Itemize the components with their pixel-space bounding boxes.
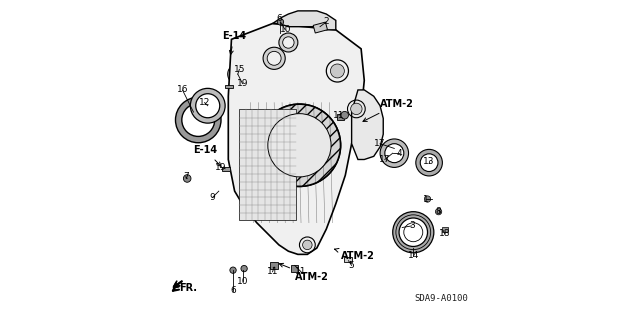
Circle shape xyxy=(416,149,442,176)
Circle shape xyxy=(268,114,331,177)
Circle shape xyxy=(420,154,438,172)
Text: 13: 13 xyxy=(423,157,435,166)
Text: E-14: E-14 xyxy=(222,31,246,55)
Circle shape xyxy=(393,212,434,253)
Bar xyxy=(225,85,233,88)
Text: 19: 19 xyxy=(237,79,248,88)
Circle shape xyxy=(190,88,225,123)
Circle shape xyxy=(303,240,312,250)
Polygon shape xyxy=(273,11,336,30)
Text: 17: 17 xyxy=(374,139,386,148)
Text: 6: 6 xyxy=(276,14,282,23)
Circle shape xyxy=(259,104,340,186)
Text: 14: 14 xyxy=(408,251,419,260)
Text: 16: 16 xyxy=(177,85,188,94)
Circle shape xyxy=(341,111,348,119)
Circle shape xyxy=(380,139,408,167)
Bar xyxy=(291,265,298,272)
Circle shape xyxy=(279,33,298,52)
Text: SDA9-A0100: SDA9-A0100 xyxy=(415,294,468,303)
Text: 15: 15 xyxy=(234,65,245,74)
Polygon shape xyxy=(228,24,364,254)
Circle shape xyxy=(230,267,236,273)
Circle shape xyxy=(277,19,284,25)
Text: 3: 3 xyxy=(409,221,415,230)
Circle shape xyxy=(424,196,431,202)
Text: E-14: E-14 xyxy=(193,145,221,166)
Bar xyxy=(239,109,296,219)
Circle shape xyxy=(283,37,294,48)
Text: FR.: FR. xyxy=(179,283,197,293)
Text: 4: 4 xyxy=(396,149,402,158)
FancyArrowPatch shape xyxy=(174,281,182,288)
Circle shape xyxy=(267,51,281,65)
Bar xyxy=(313,22,328,33)
Bar xyxy=(270,262,278,269)
Circle shape xyxy=(241,265,247,272)
Text: 7: 7 xyxy=(183,172,189,182)
Text: 8: 8 xyxy=(436,207,442,216)
Text: 5: 5 xyxy=(349,261,355,270)
Text: 1: 1 xyxy=(423,195,429,204)
Text: ATM-2: ATM-2 xyxy=(279,263,328,282)
Circle shape xyxy=(184,175,191,182)
Text: 6: 6 xyxy=(230,286,236,295)
Text: 19: 19 xyxy=(214,163,226,172)
Circle shape xyxy=(263,47,285,69)
Text: 2: 2 xyxy=(323,18,329,26)
Text: 18: 18 xyxy=(439,229,451,238)
Text: 10: 10 xyxy=(280,25,291,34)
Circle shape xyxy=(175,97,221,143)
Text: 12: 12 xyxy=(199,98,211,107)
Text: 11: 11 xyxy=(267,267,278,276)
Circle shape xyxy=(232,68,244,80)
Circle shape xyxy=(435,209,442,215)
Text: 17: 17 xyxy=(379,155,390,164)
Text: 11: 11 xyxy=(333,111,345,120)
Polygon shape xyxy=(351,90,383,160)
Bar xyxy=(337,114,344,120)
Circle shape xyxy=(385,144,404,163)
Circle shape xyxy=(330,64,344,78)
Circle shape xyxy=(228,64,248,84)
Bar xyxy=(344,256,351,262)
Circle shape xyxy=(399,218,428,247)
Circle shape xyxy=(351,103,362,115)
Text: ATM-2: ATM-2 xyxy=(335,249,374,261)
Circle shape xyxy=(196,94,220,118)
Text: 10: 10 xyxy=(237,277,248,286)
Bar xyxy=(222,167,230,171)
Text: 11: 11 xyxy=(295,267,307,276)
Text: 9: 9 xyxy=(210,193,215,202)
Bar xyxy=(442,227,448,232)
Text: ATM-2: ATM-2 xyxy=(363,99,414,122)
Circle shape xyxy=(182,104,214,137)
